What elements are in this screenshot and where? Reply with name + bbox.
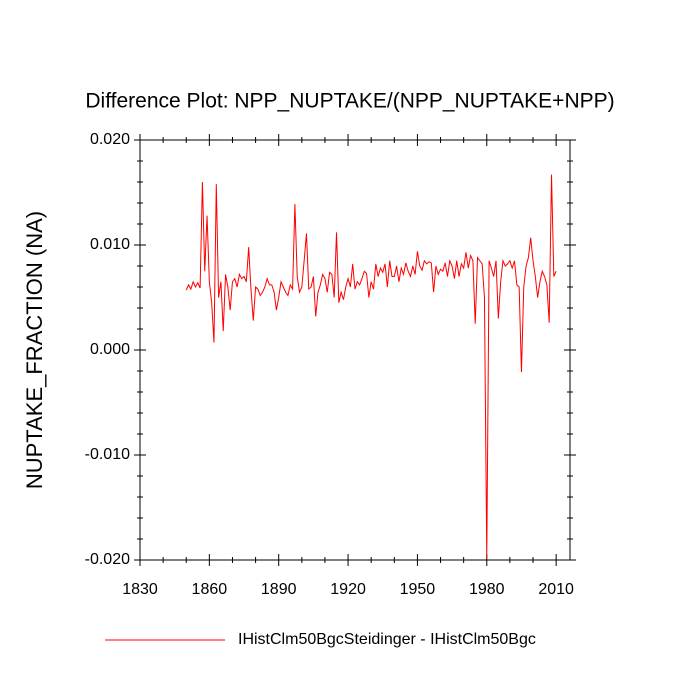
legend-label: IHistClm50BgcSteidinger - IHistClm50Bgc — [238, 631, 536, 648]
x-tick-label: 1950 — [400, 581, 436, 598]
y-tick-label: 0.010 — [90, 236, 130, 253]
x-tick-label: 2010 — [538, 581, 574, 598]
x-tick-label: 1860 — [192, 581, 228, 598]
x-tick-label: 1830 — [122, 581, 158, 598]
y-tick-label: -0.020 — [85, 551, 130, 568]
chart-title: Difference Plot: NPP_NUPTAKE/(NPP_NUPTAK… — [85, 90, 614, 113]
y-tick-label: -0.010 — [85, 446, 130, 463]
x-tick-label: 1980 — [469, 581, 505, 598]
y-tick-label: 0.020 — [90, 131, 130, 148]
y-tick-label: 0.000 — [90, 341, 130, 358]
y-axis-label: NUPTAKE_FRACTION (NA) — [22, 211, 47, 489]
x-tick-label: 1890 — [261, 581, 297, 598]
x-tick-label: 1920 — [330, 581, 366, 598]
plot-frame — [139, 139, 571, 561]
data-line — [185, 174, 557, 558]
